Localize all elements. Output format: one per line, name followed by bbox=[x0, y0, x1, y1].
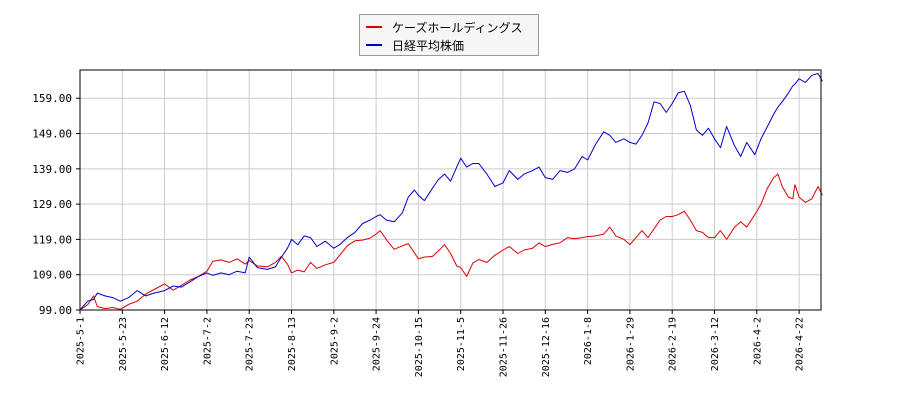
x-tick-label: 2026-1-8 bbox=[583, 317, 594, 365]
x-tick-label: 2025-7-23 bbox=[245, 317, 256, 371]
x-tick-label: 2025-7-2 bbox=[202, 317, 213, 365]
y-tick-label: 159.00 bbox=[32, 92, 72, 105]
y-axis: 99.00 109.00 119.00 129.00 139.00 149.00 159.0… bbox=[32, 92, 80, 317]
x-tick-label: 2025-9-24 bbox=[372, 317, 383, 371]
y-tick-label: 109.00 bbox=[32, 269, 72, 282]
x-tick-label: 2025-5-1 bbox=[76, 317, 87, 365]
series-line-nikkei bbox=[79, 73, 823, 311]
legend-swatch-red bbox=[366, 26, 382, 28]
y-tick-label: 119.00 bbox=[32, 233, 72, 246]
y-tick-label: 129.00 bbox=[32, 198, 72, 211]
y-tick-label: 149.00 bbox=[32, 128, 72, 141]
legend-swatch-blue bbox=[366, 44, 382, 46]
legend-label: 日経平均株価 bbox=[392, 38, 465, 53]
y-tick-label: 99.00 bbox=[39, 304, 72, 317]
series-layer bbox=[79, 73, 823, 311]
x-tick-label: 2025-11-26 bbox=[499, 317, 510, 377]
grid-lines bbox=[79, 70, 821, 311]
x-tick-label: 2026-2-19 bbox=[668, 317, 679, 371]
x-tick-label: 2026-4-2 bbox=[752, 317, 763, 365]
y-tick-label: 139.00 bbox=[32, 163, 72, 176]
legend: ケーズホールディングス 日経平均株価 bbox=[359, 14, 539, 56]
legend-item-nikkei: 日経平均株価 bbox=[366, 36, 464, 54]
x-axis: 2025-5-1 2025-5-23 2025-6-12 2025-7-2 2025-7… bbox=[76, 310, 806, 377]
x-tick-label: 2025-5-23 bbox=[118, 317, 129, 371]
x-tick-label: 2025-6-12 bbox=[160, 317, 171, 371]
legend-item-kohzu: ケーズホールディングス bbox=[366, 18, 523, 36]
legend-label: ケーズホールディングス bbox=[392, 20, 523, 35]
x-tick-label: 2026-4-22 bbox=[795, 317, 806, 371]
x-tick-label: 2025-10-15 bbox=[414, 317, 425, 377]
x-tick-label: 2026-3-12 bbox=[710, 317, 721, 371]
x-tick-label: 2025-8-13 bbox=[287, 317, 298, 371]
x-tick-label: 2025-9-2 bbox=[329, 317, 340, 365]
x-tick-label: 2025-12-16 bbox=[541, 317, 552, 377]
x-tick-label: 2026-1-29 bbox=[625, 317, 636, 371]
plot-frame bbox=[79, 69, 822, 311]
series-line-kohzu bbox=[79, 173, 823, 311]
x-tick-label: 2025-11-5 bbox=[456, 317, 467, 371]
